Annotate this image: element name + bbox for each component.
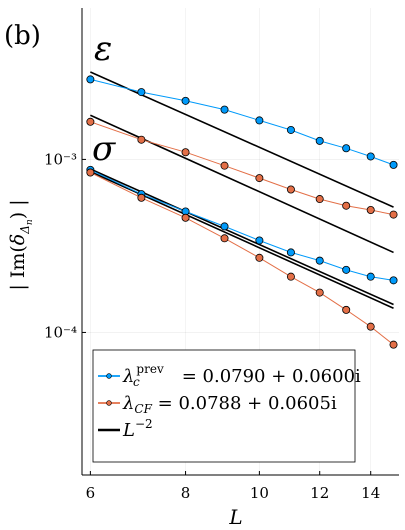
data-point [315,288,324,297]
panel-label: (b) [4,21,41,51]
data-point [255,116,264,125]
data-point [342,201,351,210]
data-point [255,253,264,262]
sigma-annotation: σ [92,129,116,169]
data-point [86,117,95,126]
data-point [366,322,375,331]
axes [81,8,399,476]
legend-entries: λ prev c = 0.0790 + 0.0600i λCF = 0.0788 + … [98,362,361,441]
x-tick-label: 12 [310,484,329,502]
data-point [181,148,190,157]
data-point [286,185,295,194]
data-point [315,136,324,145]
y-tick-label: 10⁻³ [44,150,77,168]
reference-line [90,168,394,306]
data-point [315,256,324,265]
data-point [137,135,146,144]
data-point [255,174,264,183]
tick-labels: 6 8 10 12 14 10⁻⁴ 10⁻³ [44,150,380,502]
data-point [366,206,375,215]
svg-text:| Im(δΔn) |: | Im(δΔn) | [7,199,35,290]
legend-entry-label: λ prev c = 0.0790 + 0.0600i [122,362,361,389]
data-point [286,248,295,257]
data-point [342,305,351,314]
data-point [366,152,375,161]
data-point [342,265,351,274]
data-point [220,161,229,170]
reference-line [90,170,394,309]
data-point [220,105,229,114]
data-point [220,234,229,243]
data-point [286,125,295,134]
reference-line [90,114,394,254]
legend-entry-label: λCF = 0.0788 + 0.0605i [122,393,337,416]
series-line [90,78,394,166]
data-point [137,88,146,97]
legend-swatch-marker [106,400,112,406]
legend-entry-label: L−2 [122,417,153,441]
data-point [86,75,95,84]
data-point [220,222,229,231]
data-point [389,210,398,219]
data-point [366,272,375,281]
data-point [181,213,190,222]
series-line [90,172,394,346]
x-tick-label: 14 [361,484,380,502]
data-point [389,160,398,169]
data-point [181,96,190,105]
x-tick-label: 10 [250,484,269,502]
data-point [315,195,324,204]
data-point [255,236,264,245]
data-point [286,272,295,281]
x-tick-label: 6 [86,484,96,502]
series-line [90,121,394,216]
data-point [389,340,398,349]
x-axis-label: L [228,505,242,529]
epsilon-annotation: ε [94,29,112,69]
x-tick-label: 8 [181,484,191,502]
data-point [342,144,351,153]
legend: λ prev c = 0.0790 + 0.0600i λCF = 0.0788 + … [92,349,361,463]
data-point [137,193,146,202]
legend-box [92,349,356,463]
reference-line [90,71,394,208]
series-line [90,169,394,281]
data-series [86,75,398,349]
y-tick-label: 10⁻⁴ [44,323,77,341]
legend-swatch-marker [106,373,112,379]
data-point [389,276,398,285]
data-point [86,168,95,177]
y-axis-label: | Im(δΔn) | [7,199,35,290]
